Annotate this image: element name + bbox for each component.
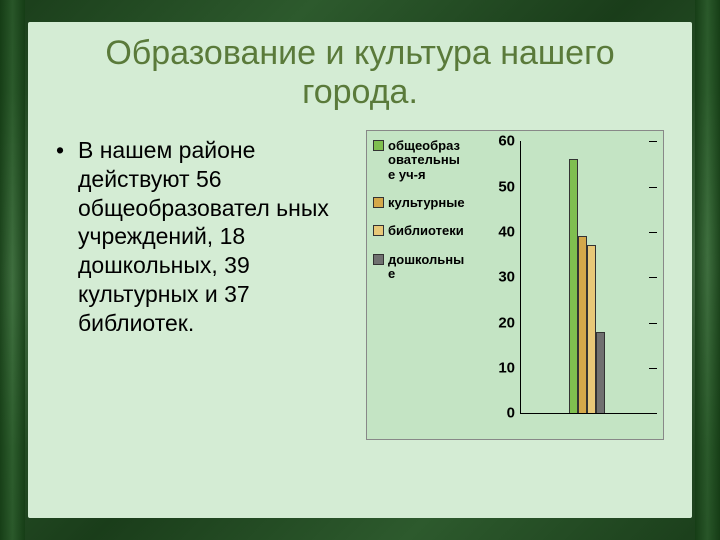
y-tick-label: 60	[498, 133, 521, 150]
legend-item: библиотеки	[373, 224, 466, 238]
legend-swatch	[373, 140, 384, 151]
y-tick-label: 30	[498, 269, 521, 286]
body-paragraph: В нашем районе действуют 56 общеобразова…	[78, 136, 356, 337]
bar-cultural	[578, 236, 587, 413]
legend-swatch	[373, 197, 384, 208]
y-tick-mark	[649, 413, 657, 414]
slide-body: Образование и культура нашего города. • …	[28, 22, 692, 518]
legend-swatch	[373, 225, 384, 236]
chart-plot: 60 50 40 30 20 10 0	[472, 131, 663, 439]
legend-label: библиотеки	[388, 224, 464, 238]
legend-item: дошкольные	[373, 253, 466, 282]
slide-title: Образование и культура нашего города.	[56, 34, 664, 112]
bullet-dot: •	[56, 136, 78, 337]
y-tick-label: 0	[507, 405, 521, 422]
legend-label: общеобразовательные уч-я	[388, 139, 466, 182]
chart-container: общеобразовательные уч-я культурные библ…	[366, 130, 664, 440]
legend-item: культурные	[373, 196, 466, 210]
y-tick-label: 10	[498, 359, 521, 376]
y-tick-label: 40	[498, 223, 521, 240]
content-row: • В нашем районе действуют 56 общеобразо…	[56, 130, 664, 440]
bars-group	[521, 141, 653, 413]
text-column: • В нашем районе действуют 56 общеобразо…	[56, 130, 356, 337]
axis-area: 60 50 40 30 20 10 0	[520, 141, 653, 414]
y-tick-label: 20	[498, 314, 521, 331]
chart-legend: общеобразовательные уч-я культурные библ…	[367, 131, 472, 439]
bar-preschool	[596, 332, 605, 414]
legend-swatch	[373, 254, 384, 265]
legend-item: общеобразовательные уч-я	[373, 139, 466, 182]
bar-general	[569, 159, 578, 413]
y-tick-label: 50	[498, 178, 521, 195]
legend-label: культурные	[388, 196, 465, 210]
bar-libraries	[587, 245, 596, 413]
legend-label: дошкольные	[388, 253, 466, 282]
